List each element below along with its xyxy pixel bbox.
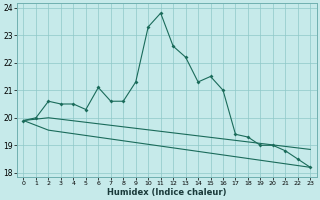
X-axis label: Humidex (Indice chaleur): Humidex (Indice chaleur) xyxy=(107,188,227,197)
